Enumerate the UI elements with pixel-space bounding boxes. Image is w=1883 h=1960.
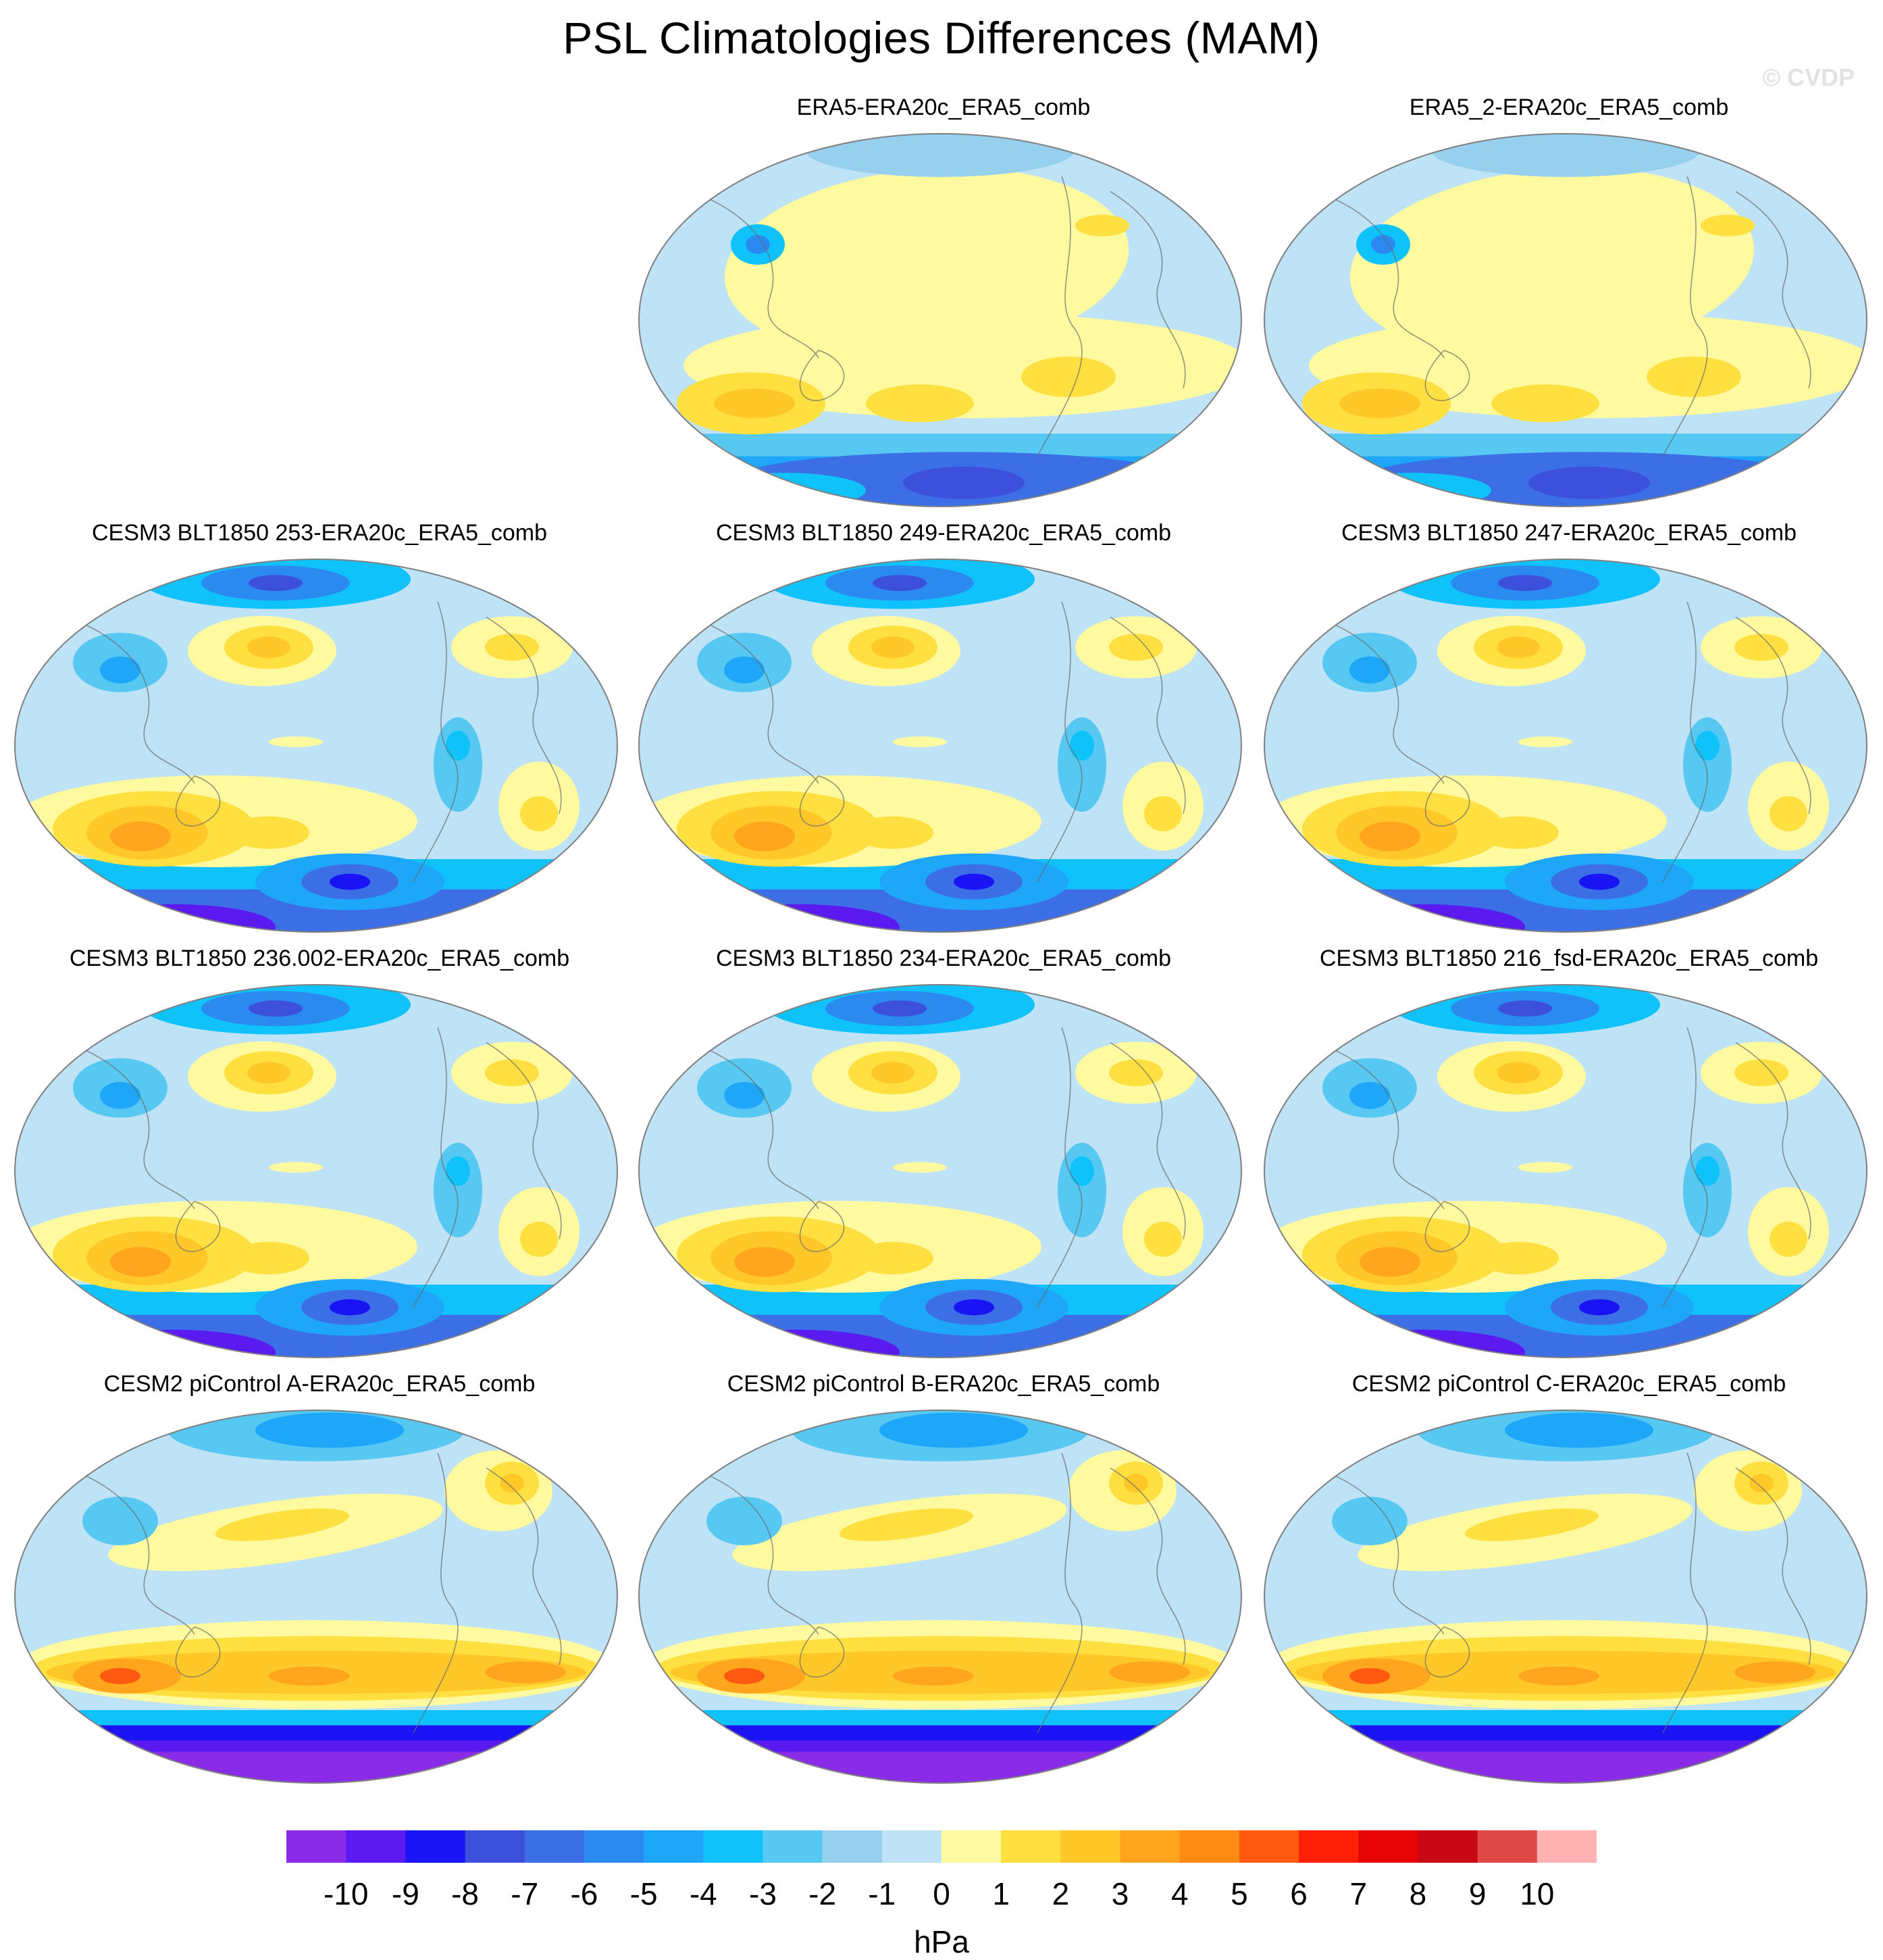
map-outline <box>1264 559 1867 933</box>
map-outline <box>1264 133 1867 507</box>
colorbar-tick-label: -10 <box>324 1876 368 1911</box>
coastlines <box>1334 1027 1811 1308</box>
map-picA <box>14 1410 618 1784</box>
panel-title: CESM3 BLT1850 216_fsd-ERA20c_ERA5_comb <box>1319 946 1819 971</box>
colorbar-tick-label: 2 <box>1052 1876 1070 1911</box>
coastlines <box>708 176 1186 457</box>
map-outline <box>638 1410 1242 1784</box>
colorbar-swatch <box>822 1830 883 1863</box>
colorbar-tick-label: 1 <box>992 1876 1010 1911</box>
colorbar-swatch <box>763 1830 823 1863</box>
map-outline <box>638 559 1242 933</box>
watermark: © CVDP <box>1762 63 1855 91</box>
colorbar-tick-label: 0 <box>933 1876 950 1911</box>
map-outline <box>1264 1410 1867 1784</box>
colorbar-tick-label: 5 <box>1231 1876 1248 1911</box>
panel-title: CESM3 BLT1850 236.002-ERA20c_ERA5_comb <box>69 946 570 971</box>
coastlines <box>1334 176 1811 457</box>
map-outline <box>1264 984 1867 1358</box>
map-outline <box>14 1410 618 1784</box>
panel-title: CESM2 piControl C-ERA20c_ERA5_comb <box>1351 1371 1786 1397</box>
map-blt216 <box>1264 984 1867 1358</box>
panel-title: CESM3 BLT1850 249-ERA20c_ERA5_comb <box>715 520 1172 546</box>
coastlines <box>84 1452 562 1733</box>
colorbar-tick-label: 9 <box>1469 1876 1487 1911</box>
colorbar-swatch <box>1120 1830 1181 1863</box>
map-outline <box>14 559 618 933</box>
colorbar-tick-label: 6 <box>1290 1876 1308 1911</box>
panel-title: CESM3 BLT1850 247-ERA20c_ERA5_comb <box>1341 520 1797 546</box>
colorbar-swatch <box>584 1830 644 1863</box>
colorbar-swatch <box>524 1830 585 1863</box>
colorbar-tick-label: -8 <box>451 1876 479 1911</box>
map-era5_2 <box>1264 133 1867 507</box>
colorbar-tick-label: -2 <box>808 1876 836 1911</box>
map-picC <box>1264 1410 1867 1784</box>
colorbar-swatch <box>405 1830 466 1863</box>
colorbar-swatch <box>1477 1830 1538 1863</box>
colorbar-tick-label: 10 <box>1520 1876 1554 1911</box>
colorbar-swatch <box>1537 1830 1597 1863</box>
colorbar-swatch <box>644 1830 704 1863</box>
panel-title: ERA5-ERA20c_ERA5_comb <box>796 95 1091 120</box>
colorbar-swatch <box>1060 1830 1121 1863</box>
colorbar-tick-label: -9 <box>392 1876 419 1911</box>
coastlines <box>708 1452 1186 1733</box>
colorbar-swatch <box>703 1830 763 1863</box>
colorbar-tick-label: -5 <box>630 1876 658 1911</box>
colorbar-tick-label: 3 <box>1112 1876 1129 1911</box>
map-field <box>1264 985 1867 1358</box>
colorbar-swatch <box>1001 1830 1061 1863</box>
map-field <box>15 559 617 932</box>
colorbar-tick-label: -7 <box>511 1876 538 1911</box>
colorbar-tick-label: -1 <box>868 1876 896 1911</box>
colorbar-tick-label: -3 <box>749 1876 777 1911</box>
panel-title: CESM2 piControl B-ERA20c_ERA5_comb <box>727 1371 1160 1397</box>
colorbar-unit-label: hPa <box>914 1924 969 1959</box>
colorbar-tick-label: -4 <box>690 1876 717 1911</box>
colorbar-tick-label: 8 <box>1410 1876 1427 1911</box>
map-blt247 <box>1264 559 1867 933</box>
colorbar-swatch <box>1418 1830 1478 1863</box>
coastlines <box>708 1027 1186 1308</box>
map-blt249 <box>638 559 1242 933</box>
coastlines <box>708 601 1186 882</box>
colorbar-swatch <box>1299 1830 1359 1863</box>
panel-title: CESM2 piControl A-ERA20c_ERA5_comb <box>103 1371 536 1397</box>
map-blt236 <box>14 984 618 1358</box>
colorbar: -10 -9 -8 -7 -6 -5 -4 -3 -2 -1 0 1 2 3 4 5 6 7 8 9 10 <box>286 1830 1597 1911</box>
colorbar-swatch <box>881 1830 942 1863</box>
map-picB <box>638 1410 1242 1784</box>
colorbar-swatch <box>942 1830 1002 1863</box>
map-blt253 <box>14 559 618 933</box>
colorbar-tick-label: 7 <box>1349 1876 1367 1911</box>
colorbar-swatch <box>346 1830 406 1863</box>
map-outline <box>638 133 1242 507</box>
colorbar-swatch <box>1239 1830 1299 1863</box>
panel-title: CESM3 BLT1850 253-ERA20c_ERA5_comb <box>91 520 548 546</box>
colorbar-swatch <box>465 1830 525 1863</box>
colorbar-tick-label: -6 <box>570 1876 598 1911</box>
map-blt234 <box>638 984 1242 1358</box>
map-era5 <box>638 133 1242 507</box>
panel-title: ERA5_2-ERA20c_ERA5_comb <box>1409 95 1729 120</box>
map-outline <box>638 984 1242 1358</box>
coastlines <box>1334 1452 1811 1733</box>
colorbar-tick-label: 4 <box>1171 1876 1189 1911</box>
colorbar-swatch <box>1179 1830 1240 1863</box>
coastlines <box>84 1027 562 1308</box>
coastlines <box>1334 601 1811 882</box>
colorbar-swatch <box>1358 1830 1418 1863</box>
panel-title: CESM3 BLT1850 234-ERA20c_ERA5_comb <box>715 946 1172 971</box>
colorbar-swatch <box>286 1830 346 1863</box>
map-outline <box>14 984 618 1358</box>
chart-title: PSL Climatologies Differences (MAM) <box>563 13 1320 63</box>
coastlines <box>84 601 562 882</box>
